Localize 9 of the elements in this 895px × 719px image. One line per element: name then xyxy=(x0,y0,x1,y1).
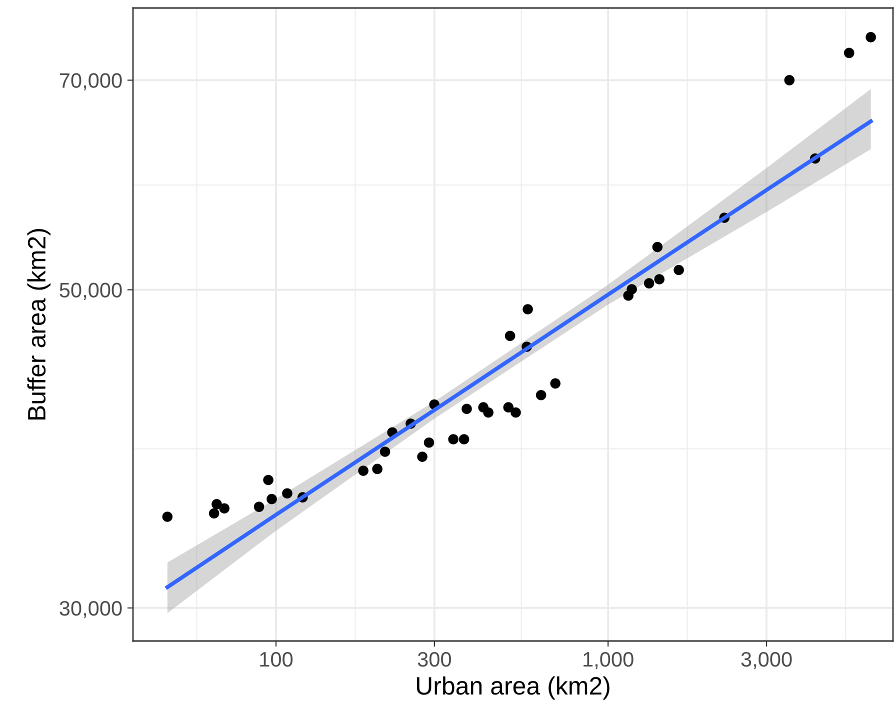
y-tick-label: 50,000 xyxy=(60,282,122,300)
x-tick-label: 3,000 xyxy=(741,652,792,670)
x-axis-title: Urban area (km2) xyxy=(416,676,610,700)
x-tick-label: 1,000 xyxy=(584,652,634,670)
y-tick-label: 30,000 xyxy=(60,600,122,618)
y-axis-title: Buffer area (km2) xyxy=(27,229,51,420)
x-tick-label: 100 xyxy=(260,652,293,667)
x-tick-label: 300 xyxy=(418,652,452,667)
y-tick-label: 70,000 xyxy=(60,73,122,90)
